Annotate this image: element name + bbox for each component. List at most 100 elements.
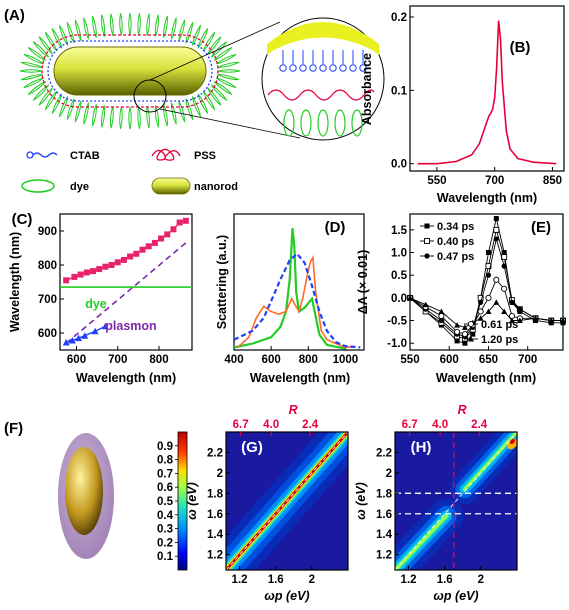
dye-spike [213,81,233,96]
panel-b: (B) 550 700 850 0.0 0.1 0.2 Wavelength (nm) Abso… [360,5,565,205]
data-marker [468,336,474,342]
dye-spike [185,22,194,44]
dye-spike [32,84,50,101]
x-axis-label: ωp (eV) [264,589,309,603]
x-tick-label: 550 [427,175,446,187]
zoom-inset [261,17,385,141]
dye-molecule [300,109,312,137]
nanorod-scattering-line [233,252,361,349]
dye-spike [23,53,45,65]
upper-branch-point [120,256,127,263]
x-tick-label: 1.6 [268,574,284,586]
dye-spike [23,77,45,89]
upper-branch-point [127,253,134,260]
dye-spike [217,74,240,81]
upper-branch-point [108,262,115,268]
y-tick-label: 1.8 [207,488,224,500]
ctab-head [329,64,337,72]
ctab-head [319,64,327,72]
dye-spike [110,106,114,129]
plot-frame [409,213,564,351]
legend-entry: 1.20 ps [481,334,518,346]
dye-spike [119,13,123,36]
data-marker [477,315,484,321]
dye-spike [215,77,237,89]
panel-e: (E) 550 600 650 700 -1.0 -0.5 0.0 0.5 1.0 1.5 Wavel… [356,213,567,385]
colorbar-tick-label: 0.6 [157,482,173,494]
x-tick-label: 600 [440,354,459,366]
plot-frame [59,213,193,351]
y-tick-label: 2 [386,468,392,480]
annotation-plasmon: plasmon [105,319,156,333]
data-marker [493,299,500,305]
ctab-glyph [26,151,58,159]
y-axis-label: Absorbance [360,53,374,125]
dye-spike [32,41,50,58]
polariton-peak-core [509,438,516,444]
x-tick-label: 600 [262,354,281,366]
x-tick-label: 850 [543,175,562,187]
upper-branch-point [170,226,177,233]
zoom-line-bottom [159,108,301,139]
colorbar-gradient [177,431,188,571]
panel-g: (G) 1.2 1.6 2 1.2 1.4 1.6 1.8 2 2.2 6.7 4.0 2.4 Rωp (… [185,403,349,603]
lower-branch-point [91,327,99,335]
y-tick-label: 0.2 [391,12,407,24]
plasmon-line [65,242,187,344]
dye-spike [51,93,63,114]
data-marker [493,276,500,283]
ctab-layer [47,40,213,102]
y-tick-label: 2 [217,468,223,480]
data-marker [424,253,430,259]
x-tick-label: 550 [400,354,419,366]
data-marker [462,340,468,346]
top-axis-label: R [458,403,467,417]
x-tick-label: 2 [478,574,484,586]
data-marker [454,328,461,335]
y-tick-label: 0.5 [391,270,408,282]
dye-glyph [21,179,55,193]
top-tick-label: 4.0 [263,419,279,431]
dye-spike [92,104,97,127]
dye-spike [44,90,58,111]
y-tick-label: 1.4 [376,529,393,541]
dye-spike [154,105,159,128]
ctab-head [279,64,287,72]
data-marker [407,294,413,301]
panel-label-b: (B) [510,39,531,56]
data-marker [438,308,445,314]
heatmap-content [226,432,348,570]
panel-label-a: (A) [4,7,25,24]
upper-branch-point [83,269,90,276]
dye-spike [197,93,209,114]
dye-spike [38,87,53,106]
top-tick-label: 4.0 [432,419,448,431]
upper-branch-point [90,268,96,275]
x-tick-label: 1.2 [232,574,248,586]
data-marker [516,317,523,324]
panel-label-h: (H) [411,439,432,456]
lower-branch-point [62,339,70,346]
colorbar-tick-label: 0.1 [157,551,174,563]
dye-spike [191,96,202,118]
x-tick-label: 650 [479,354,498,366]
dye-scattering-line [233,227,346,350]
colorbar-tick-label: 0.8 [157,455,174,467]
ctab-head [289,64,297,72]
plot-frame [225,431,349,571]
dye-spike [215,53,237,65]
upper-branch-point [164,231,171,238]
legend-entry: 0.47 ps [437,251,474,263]
upper-branch-point [133,250,140,257]
panel-a: (A) CTAB PSS dye [4,7,385,195]
dye-spike [74,100,82,123]
panel-label-c: (C) [12,211,33,228]
dye-spike [178,19,186,42]
x-axis-label: Wavelength (nm) [436,371,536,385]
y-tick-label: 0.0 [391,293,407,305]
dye-spike [58,24,69,46]
dye-spike [217,69,241,73]
dye-spike [146,106,150,129]
data-marker [454,338,460,344]
